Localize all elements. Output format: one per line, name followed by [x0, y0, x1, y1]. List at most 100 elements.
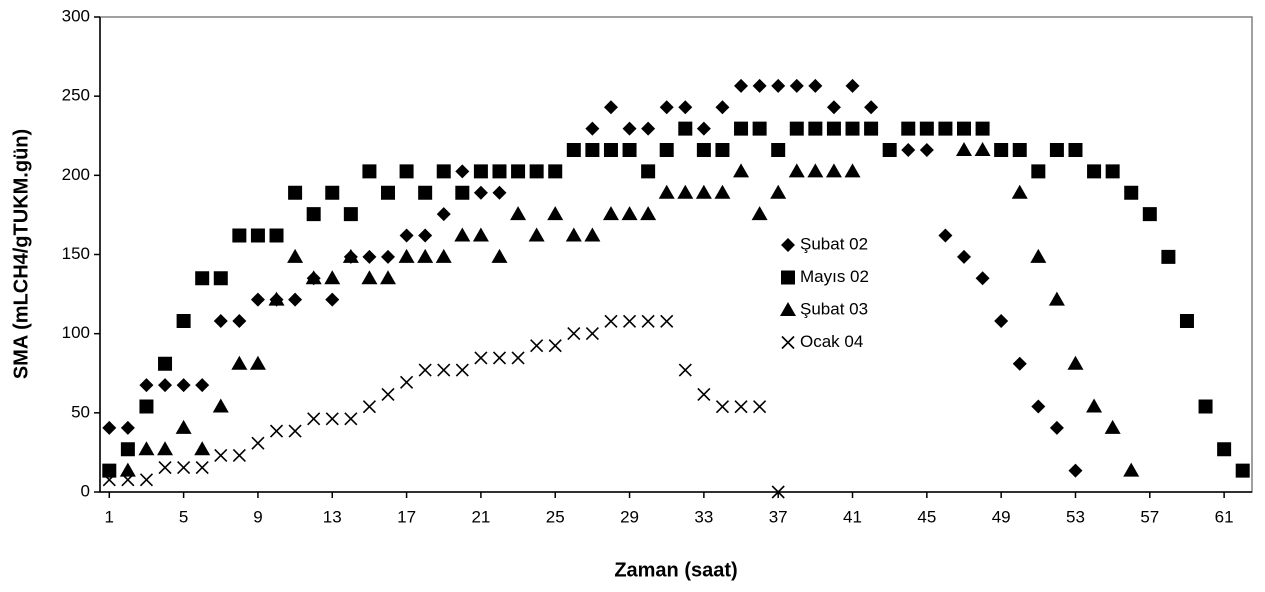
point: [325, 185, 340, 200]
point: [826, 100, 841, 115]
point: [734, 78, 749, 93]
point: [752, 78, 767, 93]
point: [491, 248, 508, 263]
point: [342, 248, 359, 263]
point: [436, 164, 451, 179]
point: [437, 363, 451, 377]
point: [677, 184, 694, 199]
point: [381, 185, 395, 200]
point: [771, 143, 786, 157]
point: [547, 206, 564, 221]
point: [1124, 185, 1139, 200]
point: [602, 206, 619, 221]
point: [288, 424, 302, 438]
legend-label: Mayıs 02: [800, 267, 869, 286]
point: [604, 314, 618, 328]
y-tick-label: 100: [62, 323, 90, 342]
point: [399, 228, 414, 243]
point: [473, 164, 488, 179]
point: [362, 164, 377, 179]
point: [826, 121, 841, 136]
point: [919, 121, 934, 136]
point: [715, 143, 730, 157]
point: [808, 121, 823, 136]
point: [1104, 419, 1121, 434]
x-tick-label: 13: [323, 507, 342, 526]
point: [472, 227, 489, 242]
point: [789, 78, 804, 93]
point: [751, 206, 768, 221]
x-tick-label: 41: [843, 507, 862, 526]
point: [566, 143, 581, 157]
point: [1123, 462, 1140, 477]
point: [381, 387, 395, 402]
point: [715, 100, 730, 115]
point: [1030, 248, 1047, 263]
point: [492, 185, 507, 200]
point: [901, 143, 916, 157]
point: [808, 78, 823, 93]
point: [697, 387, 711, 402]
point: [788, 163, 805, 178]
point: [622, 121, 637, 136]
x-tick-label: 45: [917, 507, 936, 526]
point: [212, 398, 229, 413]
point: [659, 100, 674, 115]
point: [474, 351, 488, 365]
point: [232, 314, 247, 328]
point: [435, 248, 452, 263]
point: [1086, 398, 1103, 413]
point: [269, 424, 284, 438]
point: [213, 271, 228, 286]
point: [213, 314, 228, 328]
point: [324, 270, 341, 285]
point: [119, 462, 136, 477]
point: [901, 121, 916, 136]
point: [1011, 184, 1028, 199]
point: [1217, 442, 1232, 457]
point: [102, 463, 117, 478]
point: [454, 227, 471, 242]
point: [511, 351, 525, 365]
point: [844, 163, 861, 178]
legend-marker: [781, 335, 795, 350]
point: [733, 163, 750, 178]
point: [1031, 399, 1046, 414]
point: [864, 121, 879, 136]
x-tick-label: 57: [1140, 507, 1159, 526]
y-axis-title: SMA (mLCH4/gTUKM.gün): [10, 129, 32, 379]
point: [157, 441, 174, 456]
point: [288, 185, 303, 200]
x-tick-label: 53: [1066, 507, 1085, 526]
point: [158, 378, 173, 393]
point: [1142, 207, 1157, 222]
point: [232, 448, 246, 462]
point: [325, 292, 340, 307]
point: [344, 412, 358, 426]
point: [714, 184, 731, 199]
point: [734, 400, 748, 414]
point: [362, 249, 377, 264]
point: [528, 227, 545, 242]
point: [622, 314, 637, 328]
point: [622, 143, 637, 157]
point: [139, 473, 154, 487]
point: [1012, 356, 1027, 371]
point: [584, 227, 601, 242]
point: [603, 100, 618, 115]
point: [138, 441, 155, 456]
x-tick-label: 5: [179, 507, 188, 526]
point: [492, 164, 507, 179]
point: [957, 121, 971, 136]
point: [511, 164, 526, 179]
point: [845, 121, 860, 136]
point: [1198, 399, 1213, 414]
point: [381, 249, 395, 264]
point: [232, 228, 247, 243]
point: [678, 363, 692, 377]
point: [418, 185, 433, 200]
x-tick-label: 49: [992, 507, 1011, 526]
y-tick-label: 150: [62, 244, 90, 263]
point: [641, 314, 655, 328]
point: [120, 420, 135, 435]
